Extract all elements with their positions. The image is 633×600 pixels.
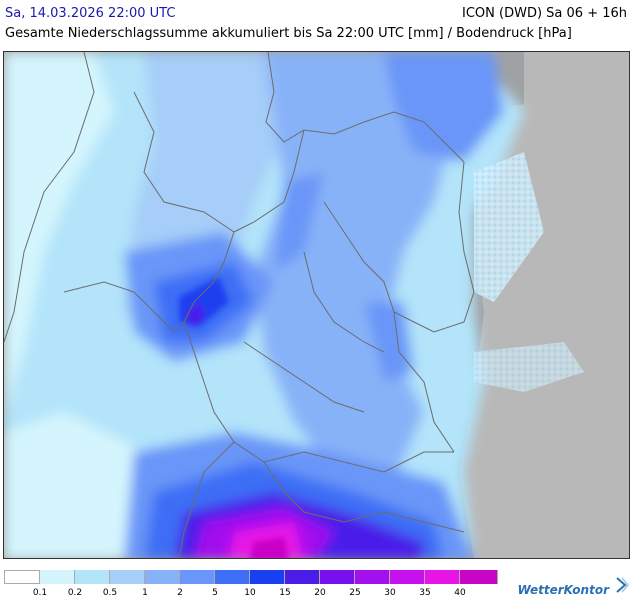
legend-swatch (460, 570, 498, 584)
legend-swatch (75, 570, 110, 584)
legend-label: 1 (142, 588, 148, 598)
legend-swatch (110, 570, 145, 584)
legend-label: 30 (384, 588, 396, 598)
shower-speckles (474, 152, 544, 302)
legend-label: 25 (349, 588, 361, 598)
shower-speckles-south (474, 342, 584, 392)
legend-swatch (145, 570, 180, 584)
precip-field (4, 52, 524, 558)
legend-label: 2 (177, 588, 183, 598)
legend-swatch (250, 570, 285, 584)
legend-swatch (180, 570, 215, 584)
legend-label: 20 (314, 588, 326, 598)
legend-swatch (355, 570, 390, 584)
precip-core (179, 277, 289, 558)
legend-label: 10 (244, 588, 256, 598)
legend-label: 5 (212, 588, 218, 598)
map-subtitle: Gesamte Niederschlagssumme akkumuliert b… (5, 26, 572, 41)
legend-swatch (390, 570, 425, 584)
precipitation-map[interactable] (3, 51, 630, 559)
legend-swatch (40, 570, 75, 584)
legend-swatch (215, 570, 250, 584)
legend-label: 15 (279, 588, 291, 598)
legend-label: 0.1 (32, 588, 48, 598)
brand-mark-icon (616, 577, 629, 593)
legend-swatch (320, 570, 355, 584)
legend-swatch (4, 570, 40, 584)
legend-label: 0.5 (102, 588, 118, 598)
legend-swatch (285, 570, 320, 584)
model-run-label: ICON (DWD) Sa 06 + 16h (462, 6, 627, 21)
borders (4, 52, 475, 558)
legend-label: 40 (454, 588, 466, 598)
legend-swatch (425, 570, 460, 584)
legend-label: 35 (419, 588, 431, 598)
map-canvas (4, 52, 629, 558)
brand-logo-text[interactable]: WetterKontor (517, 583, 609, 597)
legend-label: 0.2 (67, 588, 83, 598)
land-north (524, 52, 629, 142)
forecast-valid-time: Sa, 14.03.2026 22:00 UTC (5, 6, 176, 21)
